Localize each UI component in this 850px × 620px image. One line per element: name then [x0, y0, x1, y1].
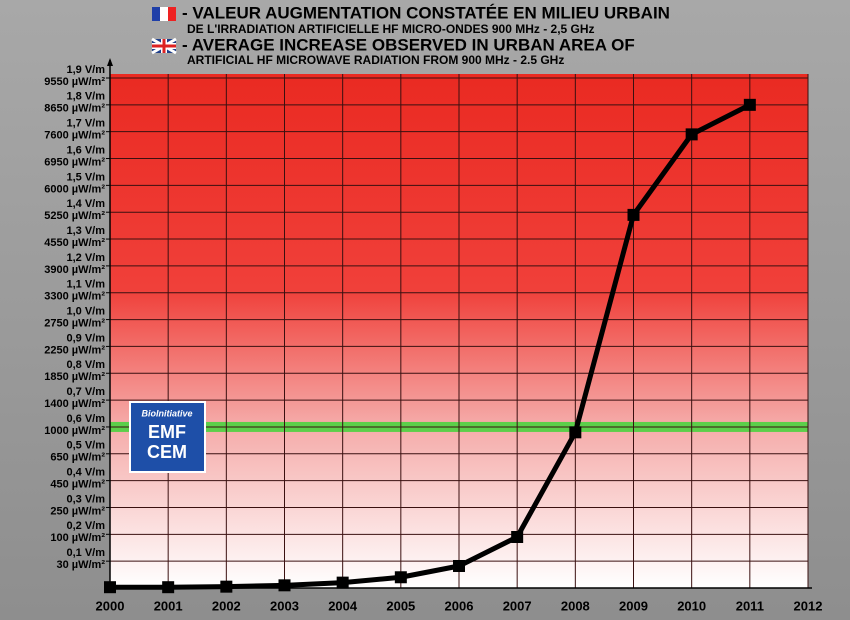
y-axis-arrow — [107, 58, 113, 66]
y-tick-label: 1,5 V/m — [66, 171, 105, 183]
x-tick-label: 2010 — [677, 598, 706, 613]
y-tick-label: 1,6 V/m — [66, 144, 105, 156]
y-tick-sublabel: 1850 µW/m² — [44, 371, 105, 383]
y-tick-sublabel: 3900 µW/m² — [44, 264, 105, 276]
y-tick-sublabel: 250 µW/m² — [50, 505, 105, 517]
y-tick-label: 0,6 V/m — [66, 413, 105, 425]
y-tick-sublabel: 1400 µW/m² — [44, 398, 105, 410]
data-line — [110, 102, 751, 590]
data-point — [220, 580, 233, 593]
y-tick-label: 0,5 V/m — [66, 440, 105, 452]
y-tick-label: 0,2 V/m — [66, 520, 105, 532]
y-tick-label: 1,0 V/m — [66, 305, 105, 317]
y-tick-label: 1,7 V/m — [66, 118, 105, 130]
x-tick-label: 2004 — [328, 598, 358, 613]
x-tick-label: 2006 — [445, 598, 474, 613]
y-tick-label: 1,9 V/m — [66, 64, 105, 76]
x-tick-label: 2011 — [736, 598, 764, 613]
data-point — [685, 128, 698, 141]
chart-subtitle-en: ARTIFICIAL HF MICROWAVE RADIATION FROM 9… — [187, 53, 564, 67]
logo-top: BioInitiative — [141, 408, 192, 418]
chart-title: - VALEUR AUGMENTATION CONSTATÉE EN MILIE… — [182, 3, 670, 22]
x-tick-label: 2005 — [386, 598, 415, 613]
x-tick-label: 2009 — [619, 598, 648, 613]
x-tick-label: 2007 — [503, 598, 532, 613]
y-tick-label: 1,8 V/m — [66, 91, 105, 103]
y-tick-sublabel: 5250 µW/m² — [44, 210, 105, 222]
y-tick-sublabel: 450 µW/m² — [50, 479, 105, 491]
y-tick-label: 0,9 V/m — [66, 332, 105, 344]
logo-line2: CEM — [147, 442, 187, 462]
data-point — [104, 581, 116, 594]
data-point — [511, 531, 524, 543]
data-point — [336, 576, 349, 589]
y-tick-sublabel: 4550 µW/m² — [44, 237, 105, 249]
y-tick-sublabel: 3300 µW/m² — [44, 291, 105, 303]
data-point — [162, 581, 175, 594]
y-tick-sublabel: 2750 µW/m² — [44, 317, 105, 329]
y-tick-sublabel: 7600 µW/m² — [44, 130, 105, 142]
x-tick-label: 2000 — [96, 598, 125, 613]
y-tick-sublabel: 1000 µW/m² — [44, 425, 105, 437]
data-point — [569, 426, 582, 439]
y-tick-sublabel: 100 µW/m² — [50, 532, 105, 544]
y-tick-sublabel: 30 µW/m² — [56, 559, 105, 571]
y-tick-label: 0,4 V/m — [66, 467, 105, 479]
x-tick-label: 2001 — [154, 598, 183, 613]
y-tick-sublabel: 8650 µW/m² — [44, 103, 105, 115]
y-tick-label: 0,1 V/m — [66, 547, 105, 559]
data-point — [394, 571, 407, 584]
data-point — [627, 208, 640, 221]
y-tick-label: 1,2 V/m — [66, 252, 105, 264]
logo — [129, 401, 206, 473]
data-point — [743, 98, 756, 111]
x-tick-label: 2008 — [561, 598, 590, 613]
y-tick-sublabel: 650 µW/m² — [50, 452, 105, 464]
y-tick-label: 1,4 V/m — [66, 198, 105, 210]
y-tick-label: 1,1 V/m — [66, 279, 105, 291]
x-tick-label: 2002 — [212, 598, 241, 613]
flag-fr — [152, 7, 176, 21]
logo-line1: EMF — [148, 422, 186, 442]
y-tick-label: 0,7 V/m — [66, 386, 105, 398]
y-tick-sublabel: 9550 µW/m² — [44, 76, 105, 88]
y-tick-sublabel: 6000 µW/m² — [44, 183, 105, 195]
chart-title-en: - AVERAGE INCREASE OBSERVED IN URBAN ARE… — [182, 35, 635, 54]
x-tick-label: 2003 — [270, 598, 299, 613]
x-tick-label: 2012 — [794, 598, 823, 613]
y-tick-label: 0,8 V/m — [66, 359, 105, 371]
y-tick-label: 1,3 V/m — [66, 225, 105, 237]
flag-uk — [151, 37, 177, 55]
data-point — [278, 579, 291, 592]
y-tick-sublabel: 6950 µW/m² — [44, 156, 105, 168]
data-point — [453, 559, 465, 572]
y-tick-sublabel: 2250 µW/m² — [44, 344, 105, 356]
y-tick-label: 0,3 V/m — [66, 493, 105, 505]
chart-subtitle: DE L'IRRADIATION ARTIFICIELLE HF MICRO-O… — [187, 22, 595, 36]
